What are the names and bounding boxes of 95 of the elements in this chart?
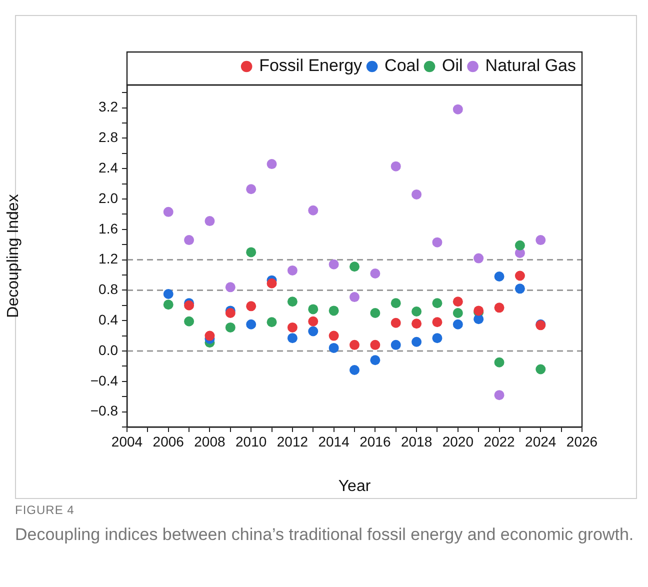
x-tick-label: 2012 <box>276 433 308 450</box>
legend-label: Natural Gas <box>485 56 576 76</box>
point <box>246 247 256 258</box>
y-tick-label: 0.8 <box>98 281 118 298</box>
point <box>494 302 504 313</box>
y-tick-label: 3.2 <box>98 98 118 115</box>
x-tick-label: 2010 <box>236 433 267 450</box>
point <box>452 319 463 330</box>
x-tick-label: 2016 <box>360 433 391 450</box>
point <box>432 333 442 344</box>
point <box>370 308 380 318</box>
point <box>412 318 422 329</box>
point <box>390 161 401 172</box>
point <box>308 205 318 216</box>
point <box>287 322 298 332</box>
y-tick-label: −0.8 <box>90 402 118 419</box>
x-tick-label: 2026 <box>566 433 598 450</box>
point <box>184 316 194 326</box>
point <box>225 282 236 292</box>
x-tick-label: 2018 <box>400 433 432 450</box>
point <box>514 270 525 281</box>
x-tick-label: 2024 <box>525 433 556 450</box>
point <box>370 340 380 350</box>
point <box>412 189 422 200</box>
point <box>390 318 401 328</box>
point <box>432 298 442 308</box>
point <box>328 330 339 341</box>
point <box>390 340 401 350</box>
point <box>536 235 546 246</box>
y-tick-label: −0.4 <box>90 372 118 388</box>
point <box>370 268 380 278</box>
point <box>412 336 422 347</box>
point <box>474 253 484 264</box>
legend-label: Coal <box>384 56 420 76</box>
point <box>204 216 215 226</box>
point <box>432 237 442 248</box>
point <box>328 342 339 353</box>
point <box>246 184 256 194</box>
point <box>246 319 256 330</box>
y-tick-label: 2.0 <box>98 190 118 206</box>
point <box>287 265 298 276</box>
point <box>514 284 525 294</box>
caption: FIGURE 4 <box>15 503 76 517</box>
point <box>350 262 360 272</box>
point <box>225 308 236 318</box>
point <box>350 340 360 350</box>
point <box>328 259 339 270</box>
x-tick-label: 2008 <box>194 433 226 450</box>
y-axis-title: Decoupling Index <box>5 194 22 318</box>
point <box>266 278 277 288</box>
y-tick-label: 1.2 <box>98 250 118 267</box>
y-tick-label: 0.4 <box>98 311 118 328</box>
text: Decoupling indices between china’s traditional fossil energy and economic growth. <box>15 524 635 546</box>
x-tick-label: 2020 <box>442 433 474 450</box>
point <box>225 322 236 332</box>
point <box>163 300 174 310</box>
x-axis-title: Year <box>338 478 372 495</box>
point <box>308 316 318 326</box>
point <box>184 235 194 246</box>
x-tick-label: 2014 <box>318 433 350 450</box>
point <box>536 364 546 374</box>
point <box>452 296 463 307</box>
point <box>474 314 484 324</box>
point <box>308 304 318 314</box>
y-tick-label: 2.4 <box>98 159 118 176</box>
point <box>350 365 360 375</box>
point <box>412 306 422 316</box>
x-tick-label: 2004 <box>111 433 143 450</box>
point <box>266 317 277 328</box>
point <box>328 306 339 316</box>
y-tick-label: 0.0 <box>98 342 118 358</box>
y-tick-label: 1.6 <box>98 220 118 236</box>
point <box>494 390 504 400</box>
point <box>494 272 504 282</box>
point <box>266 159 277 170</box>
point <box>308 326 318 336</box>
legend-label: Fossil Energy <box>259 56 363 76</box>
point <box>204 330 215 341</box>
point <box>452 308 463 318</box>
y-tick-label: 2.8 <box>98 129 118 146</box>
point <box>287 296 298 307</box>
point <box>163 206 174 217</box>
point <box>514 240 525 250</box>
point <box>287 333 298 344</box>
legend-label: Oil <box>442 56 463 76</box>
point <box>370 355 380 366</box>
point <box>494 357 504 368</box>
point <box>432 317 442 328</box>
point <box>452 104 463 114</box>
point <box>390 298 401 308</box>
point <box>163 289 174 299</box>
x-tick-label: 2022 <box>484 433 516 450</box>
x-tick-label: 2006 <box>152 433 184 450</box>
point <box>350 292 360 302</box>
point <box>246 301 256 312</box>
